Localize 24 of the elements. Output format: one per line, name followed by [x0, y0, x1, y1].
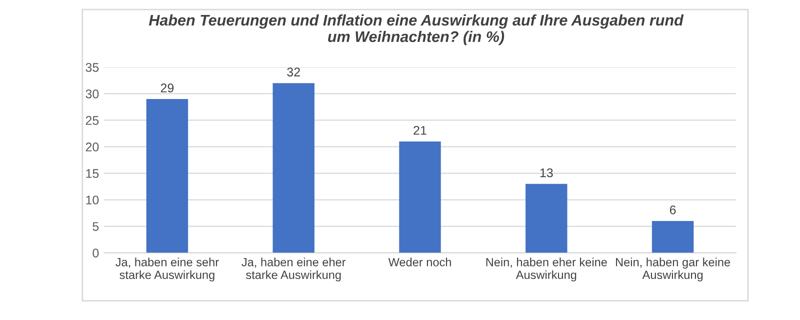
y-tick-label: 0 [92, 248, 99, 258]
y-tick-label: 30 [86, 90, 99, 98]
x-tick-label: Nein, haben eher keine Auswirkung [486, 258, 607, 282]
bar [652, 220, 694, 253]
bar [526, 184, 568, 253]
x-tick-label: Ja, haben eine eher starke Auswirkung [242, 258, 346, 282]
data-label: 29 [160, 84, 174, 92]
data-label: 13 [540, 168, 553, 178]
bar [146, 99, 188, 253]
data-label: 32 [287, 68, 300, 76]
data-label: 6 [670, 205, 676, 214]
bar [272, 83, 314, 253]
x-tick-label: Nein, haben gar keine Auswirkung [616, 258, 730, 282]
chart-title: Haben Teuerungen und Inflation eine Auswirkung auf Ihre Ausgaben rund um Weihnachten? (in %) [148, 14, 684, 46]
y-tick-label: 35 [86, 63, 99, 72]
y-tick-label: 20 [86, 142, 99, 152]
y-tick-label: 10 [86, 196, 99, 204]
y-tick-label: 25 [86, 116, 99, 125]
y-tick-label: 5 [92, 222, 99, 231]
y-tick-label: 15 [86, 169, 99, 178]
data-label: 21 [414, 126, 426, 135]
x-tick-label: Ja, haben eine sehr starke Auswirkung [116, 258, 219, 282]
x-tick-label: Weder noch [388, 258, 451, 266]
bar [399, 141, 441, 253]
